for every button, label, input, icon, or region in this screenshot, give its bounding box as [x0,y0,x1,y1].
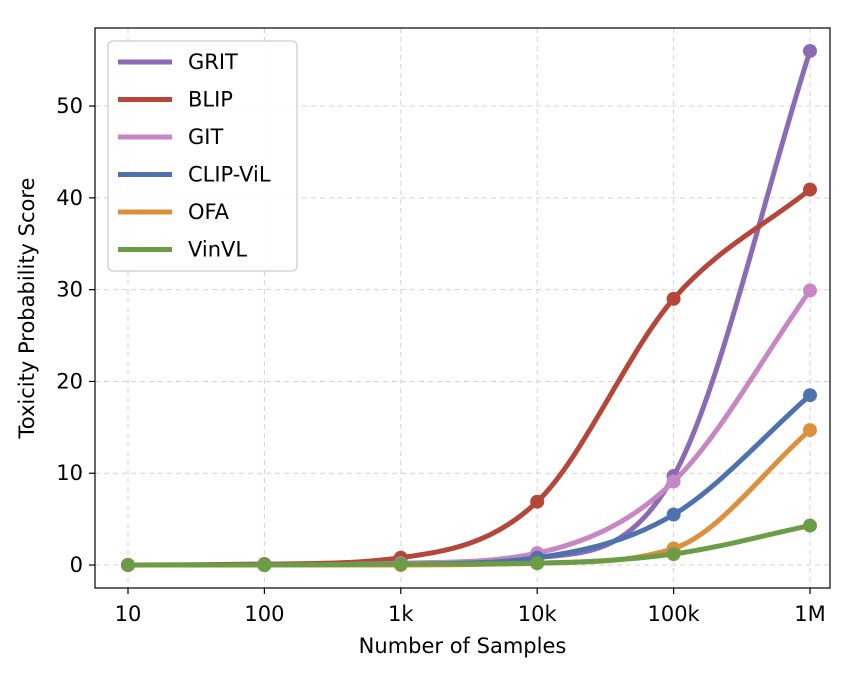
legend: GRIT BLIP GIT CLIP-ViL OFA VinVL [107,40,298,272]
legend-label-git: GIT [188,125,223,149]
grid [95,28,830,588]
legend-label-blip: BLIP [188,88,233,112]
series-vinvl [121,518,817,573]
data-point-clip-vil [666,507,681,522]
series-git [121,283,817,573]
data-point-vinvl [121,558,135,573]
x-tick-label: 100 [244,602,284,626]
y-tick-label: 40 [56,186,83,210]
x-tick-label: 1M [794,602,825,626]
y-axis-label: Toxicity Probability Score [15,178,39,440]
y-tick-label: 0 [70,553,83,577]
data-point-grit [803,43,817,58]
data-point-vinvl [803,518,817,533]
data-point-blip [530,494,545,509]
x-axis-ticks: 10 100 1k 10k 100k 1M [115,588,826,626]
y-tick-label: 50 [56,94,83,118]
data-point-clip-vil [803,388,817,403]
x-tick-label: 10 [115,602,142,626]
x-axis-label: Number of Samples [359,634,567,658]
data-point-vinvl [666,547,681,562]
y-tick-label: 30 [56,278,83,302]
data-point-vinvl [393,557,408,572]
data-point-blip [666,291,681,306]
y-tick-label: 10 [56,461,83,485]
plot-frame [94,27,831,589]
x-tick-label: 100k [647,602,700,626]
data-point-vinvl [530,556,545,571]
legend-label-grit: GRIT [188,50,238,74]
y-tick-label: 20 [56,369,83,393]
legend-label-vinvl: VinVL [188,238,247,262]
data-point-blip [803,182,817,197]
series-line-git [125,288,813,568]
series-line-clip-vil [125,392,813,568]
x-tick-label: 10k [518,602,558,626]
series-layer [121,43,817,573]
data-point-git [666,474,681,489]
series-line-vinvl [125,523,813,568]
data-point-ofa [803,423,817,438]
x-tick-label: 1k [388,602,414,626]
legend-box [107,40,298,272]
y-axis-ticks: 0 10 20 30 40 50 [56,94,95,577]
data-point-git [803,283,817,298]
legend-label-clip-vil: CLIP-ViL [188,163,271,187]
legend-label-ofa: OFA [188,200,230,224]
data-point-vinvl [257,558,272,573]
